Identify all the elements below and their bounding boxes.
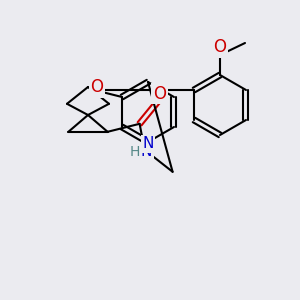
Text: H: H	[129, 145, 140, 159]
Text: N: N	[141, 144, 152, 159]
Text: O: O	[91, 78, 103, 96]
Text: O: O	[214, 38, 226, 56]
Text: O: O	[153, 85, 166, 103]
Text: N: N	[142, 136, 154, 152]
